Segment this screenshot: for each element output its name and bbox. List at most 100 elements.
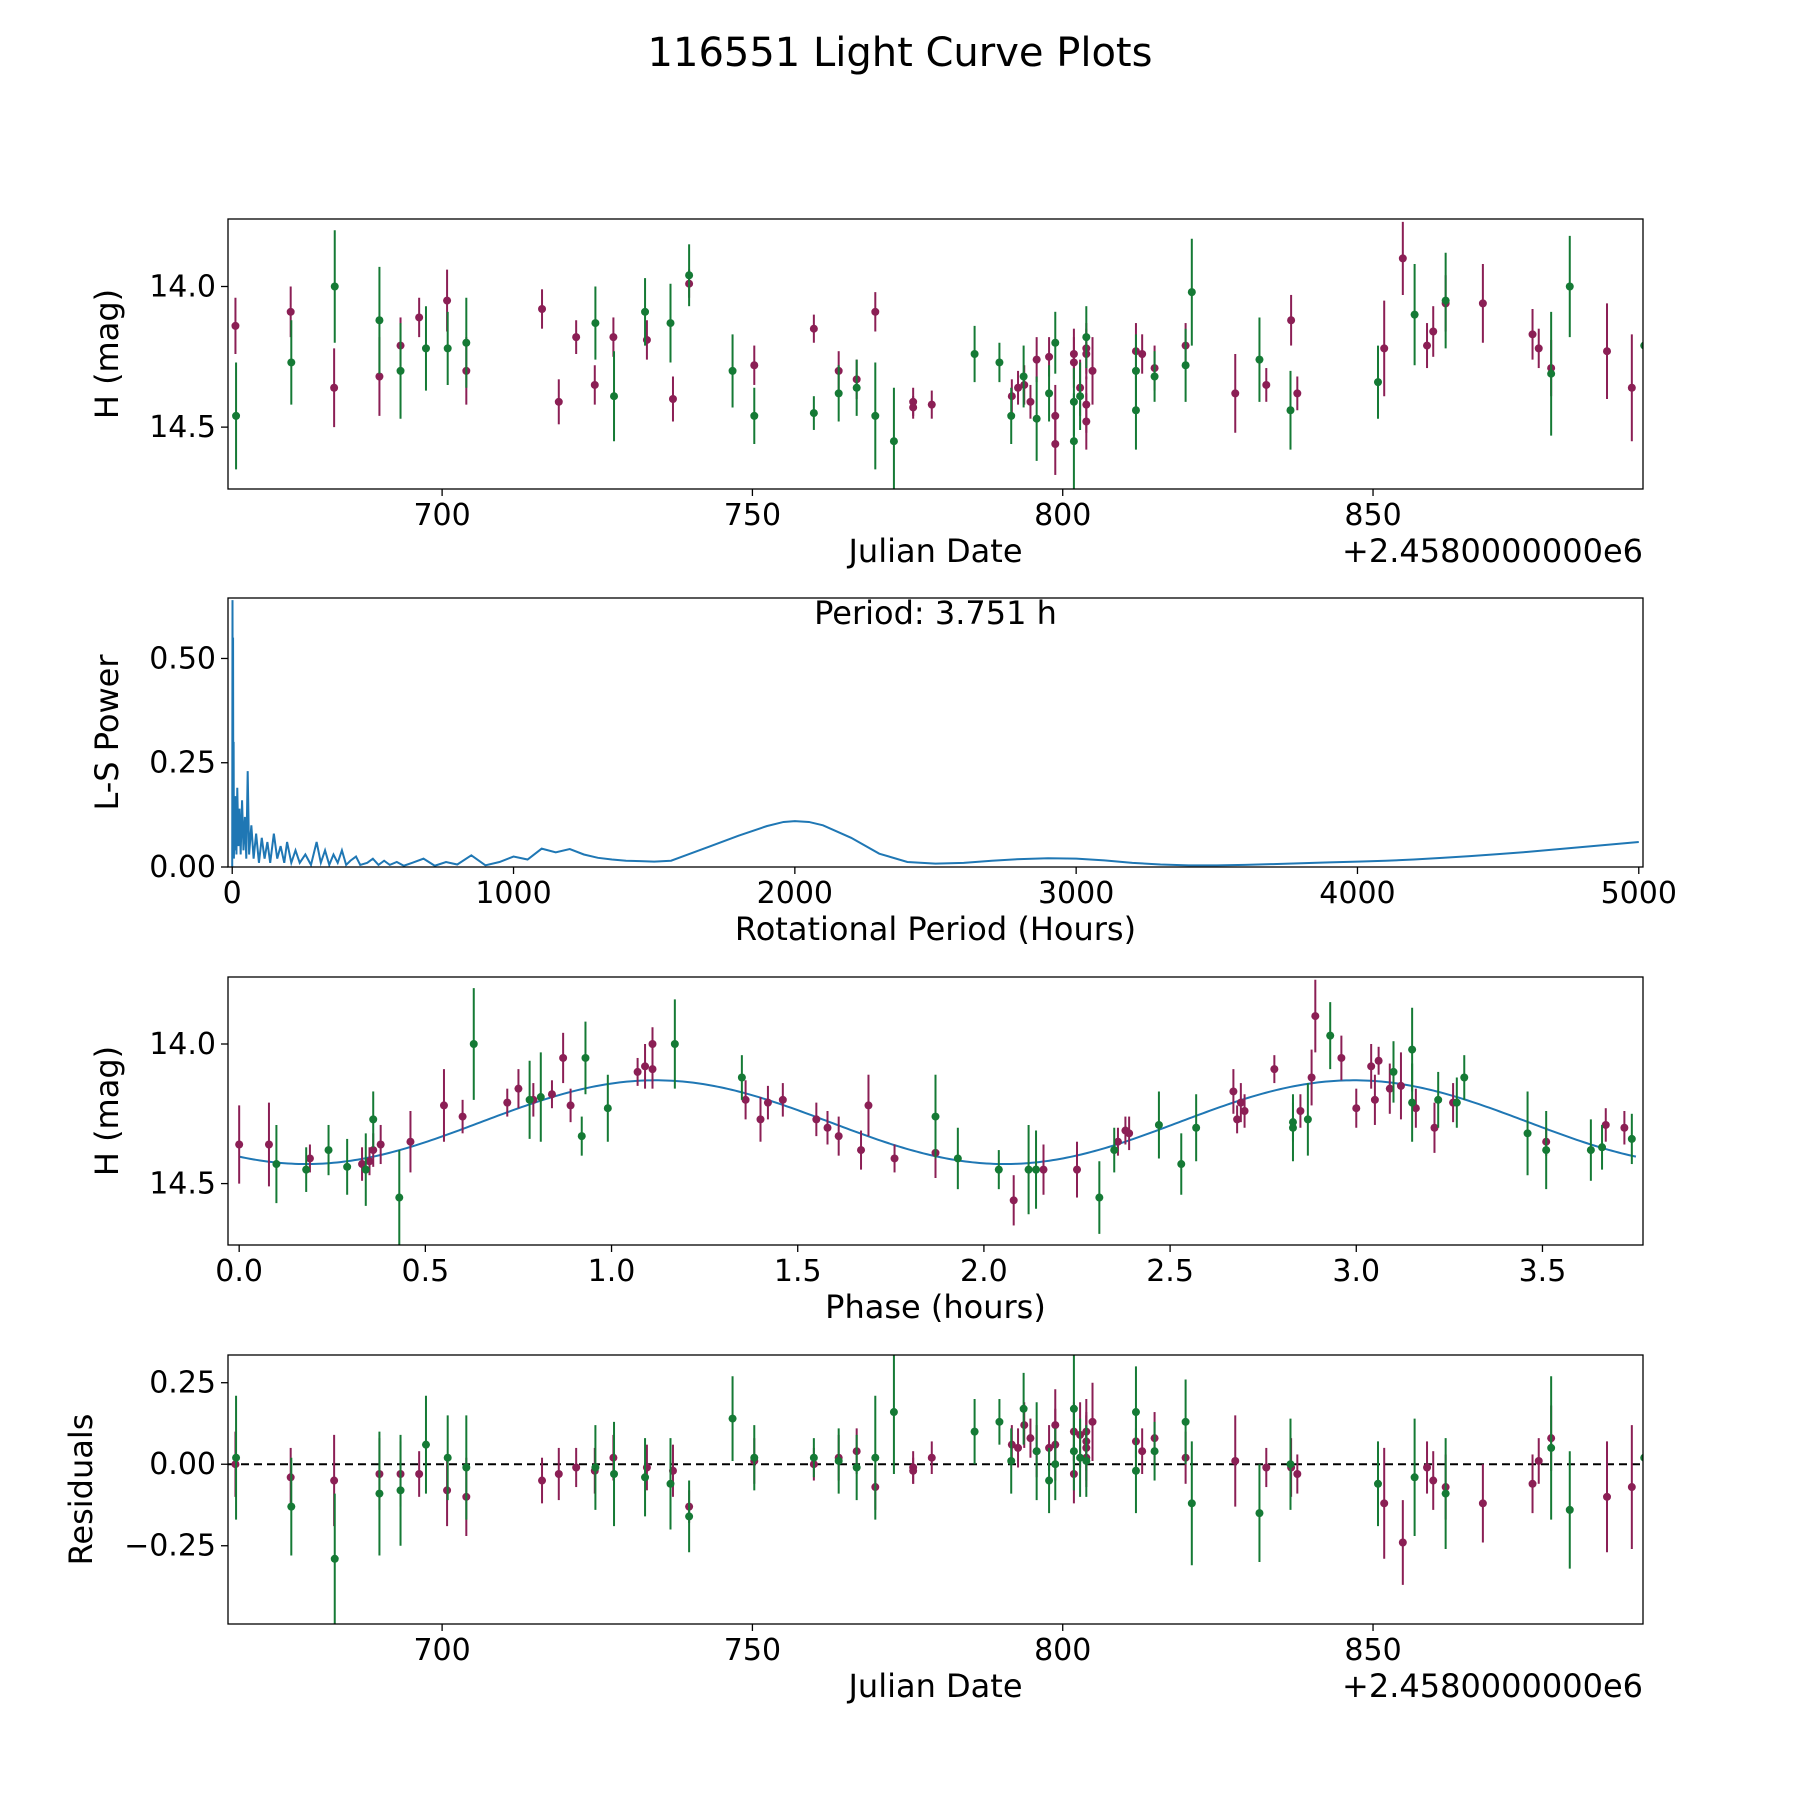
data-marker: [1620, 1123, 1629, 1132]
data-point: [909, 396, 918, 419]
data-point: [1150, 1421, 1159, 1481]
data-point: [421, 306, 430, 391]
data-marker: [871, 411, 880, 420]
data-point: [287, 1457, 296, 1556]
data-point: [264, 1102, 273, 1187]
data-point: [462, 1415, 471, 1520]
data-marker: [525, 1095, 534, 1104]
data-marker: [1542, 1146, 1551, 1155]
data-point: [538, 1457, 547, 1504]
data-marker: [1138, 1447, 1147, 1456]
periodogram-line: [231, 600, 1639, 867]
data-point: [1374, 1046, 1383, 1075]
data-marker: [462, 1463, 471, 1472]
data-marker: [633, 1067, 642, 1076]
data-point: [1398, 1500, 1407, 1585]
x-tick-label: 4000: [1319, 876, 1395, 911]
data-point: [685, 1480, 694, 1553]
data-marker: [1311, 1012, 1320, 1021]
plot-area: [235, 979, 1637, 1245]
data-point: [603, 1074, 612, 1142]
data-marker: [1082, 417, 1091, 426]
data-marker: [302, 1165, 311, 1174]
data-point: [889, 1355, 898, 1475]
data-point: [852, 359, 861, 416]
data-marker: [1007, 1456, 1016, 1465]
data-marker: [591, 1463, 600, 1472]
data-point: [1326, 1002, 1335, 1070]
data-marker: [1603, 1492, 1612, 1501]
data-marker: [232, 1453, 241, 1462]
data-marker: [538, 305, 547, 313]
data-point: [1373, 345, 1382, 419]
data-point: [1255, 1464, 1264, 1563]
data-point: [395, 1150, 404, 1245]
data-point: [1542, 1111, 1551, 1190]
data-marker: [1026, 1434, 1035, 1443]
series-filter-b: [232, 1355, 1643, 1624]
data-marker: [641, 1473, 650, 1482]
data-point: [1286, 370, 1295, 450]
data-marker: [1088, 1417, 1097, 1426]
data-point: [1131, 1428, 1140, 1514]
data-point: [1429, 1451, 1438, 1510]
data-point: [889, 387, 898, 489]
data-point: [1236, 1083, 1245, 1123]
data-point: [1423, 1441, 1432, 1494]
x-tick-label: 3.0: [1332, 1254, 1380, 1289]
data-point: [572, 320, 581, 354]
data-point: [927, 390, 936, 419]
data-point: [737, 1055, 746, 1100]
data-marker: [514, 1084, 523, 1093]
data-point: [1286, 1418, 1295, 1510]
data-point: [871, 362, 880, 470]
data-marker: [1240, 1107, 1249, 1115]
data-marker: [1337, 1053, 1346, 1062]
data-marker: [1408, 1098, 1417, 1107]
data-marker: [1528, 330, 1537, 339]
y-tick-label: 0.00: [149, 1447, 216, 1482]
data-marker: [1528, 1479, 1537, 1488]
data-marker: [287, 358, 296, 367]
data-point: [1150, 351, 1159, 402]
data-point: [641, 278, 650, 346]
data-marker: [330, 282, 339, 291]
data-marker: [995, 1417, 1004, 1426]
residuals-panel: 700 750 800 850 −0.25 0.00 0.25 Julian Date Resi…: [62, 1354, 1644, 1705]
data-marker: [1547, 1443, 1556, 1452]
data-marker: [1229, 1087, 1238, 1096]
data-marker: [871, 307, 880, 316]
data-marker: [1045, 389, 1054, 398]
data-point: [235, 1105, 244, 1184]
data-point: [728, 1376, 737, 1461]
data-point: [1460, 1055, 1469, 1100]
x-tick-label: 1000: [475, 876, 551, 911]
data-marker: [1154, 1120, 1163, 1129]
data-point: [1088, 337, 1097, 405]
data-point: [909, 1457, 918, 1484]
data-marker: [1389, 1067, 1398, 1076]
data-point: [1380, 300, 1389, 397]
data-marker: [1069, 397, 1078, 406]
data-marker: [1423, 1463, 1432, 1472]
data-marker: [1051, 1460, 1060, 1469]
x-axis-label: Phase (hours): [825, 1288, 1046, 1326]
data-marker: [1534, 344, 1543, 353]
data-marker: [330, 1554, 339, 1563]
data-point: [1177, 1133, 1186, 1195]
data-point: [1296, 1094, 1305, 1128]
data-marker: [1288, 1123, 1297, 1132]
data-point: [1303, 1083, 1312, 1156]
axes-frame: [227, 976, 1644, 1246]
data-marker: [1640, 1453, 1643, 1462]
data-marker: [536, 1093, 545, 1102]
data-marker: [666, 319, 675, 328]
data-marker: [1045, 1476, 1054, 1485]
data-point: [1598, 1124, 1607, 1170]
data-marker: [1380, 344, 1389, 353]
data-point: [1009, 1175, 1018, 1226]
data-marker: [1367, 1062, 1376, 1071]
data-marker: [1150, 372, 1159, 381]
data-marker: [1293, 389, 1302, 398]
